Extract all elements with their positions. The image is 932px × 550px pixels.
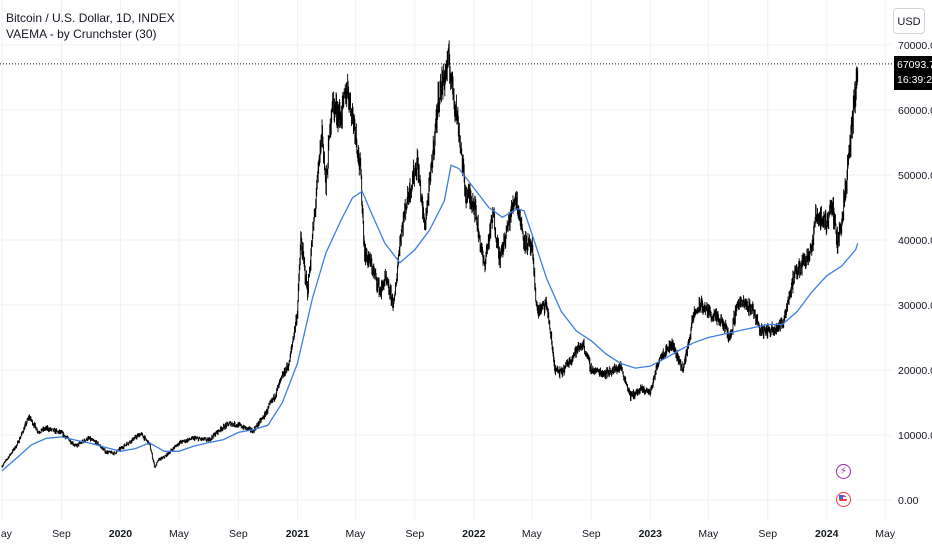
x-tick-label: 2023: [639, 528, 663, 540]
x-tick-label: May: [345, 528, 366, 540]
x-tick-label: 2022: [462, 528, 486, 540]
price-axis: 0.00 10000.00 20000.00 30000.00 40000.00 5000…: [898, 40, 932, 507]
y-tick-label: 30000.00: [898, 300, 932, 312]
y-tick-label: 0.00: [898, 495, 919, 507]
indicator-label[interactable]: VAEMA - by Crunchster (30): [6, 27, 157, 41]
x-tick-label: 2024: [815, 528, 839, 540]
x-tick-label: Sep: [406, 528, 425, 540]
time-axis: May Sep 2020 May Sep 2021 May Sep 2022 May Sep 2023…: [0, 528, 896, 540]
lightning-icon[interactable]: ⚡: [836, 464, 851, 479]
x-tick-label: May: [522, 528, 543, 540]
x-tick-label: 2021: [286, 528, 310, 540]
x-tick-label: Sep: [52, 528, 71, 540]
chart-legend: Bitcoin / U.S. Dollar, 1D, INDEX VAEMA -…: [6, 10, 175, 42]
x-tick-label: May: [0, 528, 13, 540]
x-tick-label: May: [698, 528, 719, 540]
x-tick-label: Sep: [582, 528, 601, 540]
y-tick-label: 40000.00: [898, 235, 932, 247]
x-tick-label: May: [169, 528, 190, 540]
x-tick-label: Sep: [758, 528, 777, 540]
y-tick-label: 10000.00: [898, 430, 932, 442]
x-tick-label: Sep: [229, 528, 248, 540]
bitcoin-price-series: [1, 40, 859, 468]
x-tick-label: May: [875, 528, 896, 540]
y-tick-label: 60000.00: [898, 105, 932, 117]
last-price-value: 67093.75: [897, 59, 932, 71]
y-tick-label: 50000.00: [898, 170, 932, 182]
chart-grid: [0, 0, 892, 520]
bar-countdown: 16:39:27: [897, 74, 932, 86]
x-tick-label: 2020: [109, 528, 133, 540]
symbol-title: Bitcoin / U.S. Dollar, 1D, INDEX: [6, 11, 175, 25]
y-tick-label: 70000.00: [898, 40, 932, 52]
y-tick-label: 20000.00: [898, 365, 932, 377]
last-price-label: 67093.75 16:39:27: [894, 56, 932, 90]
currency-button[interactable]: USD: [893, 8, 925, 34]
us-flag-icon[interactable]: [836, 492, 851, 507]
vaema-line: [1, 164, 859, 472]
